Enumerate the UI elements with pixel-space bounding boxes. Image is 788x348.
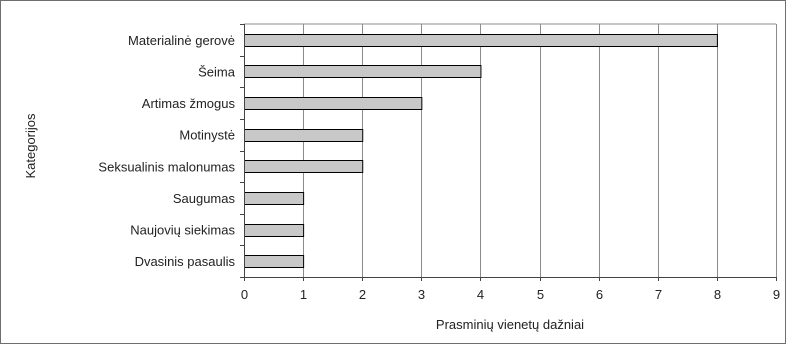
x-axis-title: Prasminių vienetų dažniai: [436, 317, 584, 332]
category-label: Materialinė gerovė: [128, 33, 235, 48]
grid-lines: [244, 23, 777, 277]
bar: [244, 255, 305, 268]
category-label: Seksualinis malonumas: [98, 159, 235, 174]
x-tick-label: 0: [241, 287, 248, 302]
bar-chart: Materialinė gerovė Šeima Artimas žmogus Mot…: [23, 23, 780, 332]
x-tick-label: 2: [359, 287, 366, 302]
category-label: Dvasinis pasaulis: [135, 254, 236, 269]
x-tick-label: 3: [418, 287, 425, 302]
x-tick-label: 7: [655, 287, 662, 302]
y-axis-title: Kategorijos: [23, 113, 38, 179]
bar: [244, 34, 718, 47]
bar: [244, 160, 364, 173]
x-tick-label: 4: [477, 287, 484, 302]
bar: [244, 129, 364, 142]
axes: [240, 24, 777, 281]
category-label: Artimas žmogus: [142, 96, 236, 111]
x-tick-label: 5: [537, 287, 544, 302]
category-label: Naujovių siekimas: [130, 223, 235, 238]
category-labels: Materialinė gerovė Šeima Artimas žmogus Mot…: [98, 33, 235, 269]
bar: [244, 65, 482, 78]
x-tick-label: 6: [596, 287, 603, 302]
bar: [244, 224, 305, 237]
tick-labels: 0 1 2 3 4 5 6 7 8 9: [241, 287, 780, 302]
x-tick-label: 1: [300, 287, 307, 302]
category-label: Saugumas: [173, 191, 236, 206]
x-tick-label: 9: [773, 287, 780, 302]
bars: [244, 34, 718, 268]
x-tick-label: 8: [714, 287, 721, 302]
category-label: Šeima: [198, 64, 236, 79]
category-label: Motinystė: [179, 128, 235, 143]
bar: [244, 192, 305, 205]
bar: [244, 97, 423, 110]
